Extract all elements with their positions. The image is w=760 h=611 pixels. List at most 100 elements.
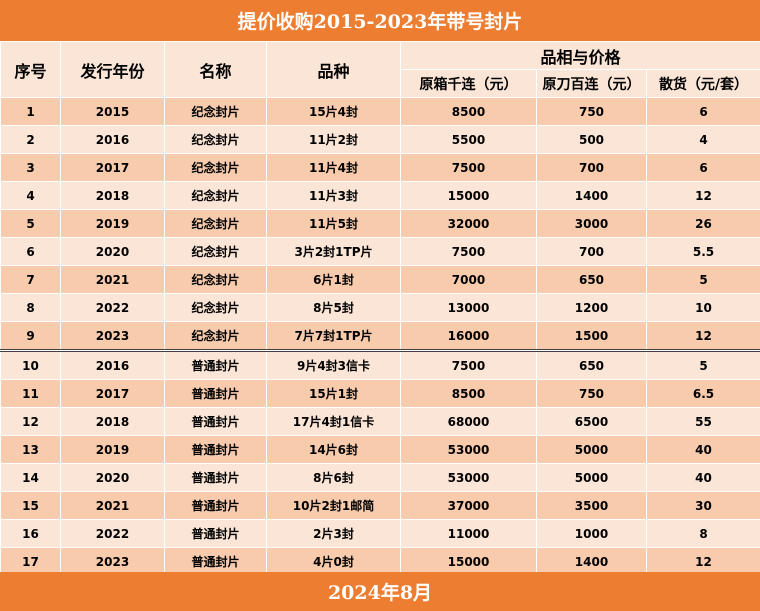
cell-knife-price: 5000 bbox=[536, 463, 647, 492]
cell-name: 纪念封片 bbox=[164, 209, 267, 238]
table-row: 2 2016 纪念封片 11片2封 5500 500 4 bbox=[0, 125, 760, 154]
cell-variety: 15片4封 bbox=[266, 97, 401, 126]
header-name: 名称 bbox=[164, 41, 267, 98]
cell-year: 2020 bbox=[60, 463, 165, 492]
cell-name: 纪念封片 bbox=[164, 321, 267, 351]
cell-index: 7 bbox=[0, 265, 61, 294]
table-row: 5 2019 纪念封片 11片5封 32000 3000 26 bbox=[0, 209, 760, 238]
cell-name: 纪念封片 bbox=[164, 125, 267, 154]
cell-knife-price: 3500 bbox=[536, 491, 647, 520]
cell-year: 2018 bbox=[60, 407, 165, 436]
cell-variety: 8片5封 bbox=[266, 293, 401, 322]
cell-index: 11 bbox=[0, 379, 61, 408]
cell-variety: 4片0封 bbox=[266, 547, 401, 576]
table-row: 14 2020 普通封片 8片6封 53000 5000 40 bbox=[0, 463, 760, 492]
cell-loose-price: 6 bbox=[645, 153, 760, 182]
cell-loose-price: 6.5 bbox=[645, 379, 760, 408]
header-index: 序号 bbox=[0, 41, 61, 98]
table-row: 12 2018 普通封片 17片4封1信卡 68000 6500 55 bbox=[0, 407, 760, 436]
cell-name: 纪念封片 bbox=[164, 293, 267, 322]
cell-year: 2016 bbox=[60, 349, 165, 380]
cell-loose-price: 4 bbox=[645, 125, 760, 154]
cell-index: 8 bbox=[0, 293, 61, 322]
cell-variety: 7片7封1TP片 bbox=[266, 321, 401, 351]
cell-loose-price: 6 bbox=[645, 97, 760, 126]
cell-knife-price: 700 bbox=[536, 153, 647, 182]
cell-index: 14 bbox=[0, 463, 61, 492]
cell-name: 普通封片 bbox=[164, 435, 267, 464]
cell-index: 12 bbox=[0, 407, 61, 436]
cell-year: 2021 bbox=[60, 491, 165, 520]
header-variety: 品种 bbox=[266, 41, 401, 98]
cell-loose-price: 26 bbox=[645, 209, 760, 238]
cell-loose-price: 12 bbox=[645, 321, 760, 351]
header-year: 发行年份 bbox=[60, 41, 165, 98]
cell-box-price: 53000 bbox=[400, 463, 537, 492]
cell-year: 2022 bbox=[60, 519, 165, 548]
cell-year: 2017 bbox=[60, 153, 165, 182]
table-row: 16 2022 普通封片 2片3封 11000 1000 8 bbox=[0, 519, 760, 548]
cell-knife-price: 650 bbox=[536, 349, 647, 380]
cell-variety: 11片2封 bbox=[266, 125, 401, 154]
cell-knife-price: 500 bbox=[536, 125, 647, 154]
cell-loose-price: 30 bbox=[645, 491, 760, 520]
cell-variety: 11片5封 bbox=[266, 209, 401, 238]
sheet-footer-date: 2024年8月 bbox=[0, 572, 760, 611]
cell-year: 2019 bbox=[60, 435, 165, 464]
cell-name: 纪念封片 bbox=[164, 153, 267, 182]
table-body: 1 2015 纪念封片 15片4封 8500 750 6 2 2016 纪念封片 11片2封 5500… bbox=[0, 97, 760, 576]
header-box-price: 原箱千连（元） bbox=[400, 69, 537, 98]
table-row: 17 2023 普通封片 4片0封 15000 1400 12 bbox=[0, 547, 760, 576]
header-knife-price: 原刀百连（元） bbox=[536, 69, 647, 98]
cell-year: 2017 bbox=[60, 379, 165, 408]
cell-name: 普通封片 bbox=[164, 463, 267, 492]
table-row: 6 2020 纪念封片 3片2封1TP片 7500 700 5.5 bbox=[0, 237, 760, 266]
cell-box-price: 13000 bbox=[400, 293, 537, 322]
cell-variety: 2片3封 bbox=[266, 519, 401, 548]
cell-knife-price: 5000 bbox=[536, 435, 647, 464]
cell-variety: 9片4封3信卡 bbox=[266, 349, 401, 380]
cell-box-price: 11000 bbox=[400, 519, 537, 548]
cell-loose-price: 5.5 bbox=[645, 237, 760, 266]
table-row: 1 2015 纪念封片 15片4封 8500 750 6 bbox=[0, 97, 760, 126]
cell-index: 2 bbox=[0, 125, 61, 154]
cell-variety: 11片3封 bbox=[266, 181, 401, 210]
cell-box-price: 8500 bbox=[400, 97, 537, 126]
table-row: 11 2017 普通封片 15片1封 8500 750 6.5 bbox=[0, 379, 760, 408]
cell-knife-price: 750 bbox=[536, 97, 647, 126]
cell-index: 5 bbox=[0, 209, 61, 238]
table-row: 9 2023 纪念封片 7片7封1TP片 16000 1500 12 bbox=[0, 321, 760, 351]
cell-index: 17 bbox=[0, 547, 61, 576]
cell-variety: 11片4封 bbox=[266, 153, 401, 182]
cell-loose-price: 5 bbox=[645, 349, 760, 380]
header-loose-price: 散货（元/套） bbox=[645, 69, 760, 98]
cell-year: 2016 bbox=[60, 125, 165, 154]
cell-variety: 8片6封 bbox=[266, 463, 401, 492]
cell-knife-price: 1400 bbox=[536, 547, 647, 576]
cell-name: 普通封片 bbox=[164, 519, 267, 548]
cell-box-price: 15000 bbox=[400, 181, 537, 210]
table-row: 13 2019 普通封片 14片6封 53000 5000 40 bbox=[0, 435, 760, 464]
cell-box-price: 37000 bbox=[400, 491, 537, 520]
cell-year: 2015 bbox=[60, 97, 165, 126]
cell-index: 13 bbox=[0, 435, 61, 464]
cell-year: 2020 bbox=[60, 237, 165, 266]
cell-index: 1 bbox=[0, 97, 61, 126]
table-row: 3 2017 纪念封片 11片4封 7500 700 6 bbox=[0, 153, 760, 182]
cell-knife-price: 750 bbox=[536, 379, 647, 408]
cell-loose-price: 12 bbox=[645, 547, 760, 576]
cell-variety: 10片2封1邮简 bbox=[266, 491, 401, 520]
cell-knife-price: 1500 bbox=[536, 321, 647, 351]
cell-knife-price: 1200 bbox=[536, 293, 647, 322]
cell-box-price: 7500 bbox=[400, 153, 537, 182]
cell-name: 普通封片 bbox=[164, 349, 267, 380]
cell-year: 2018 bbox=[60, 181, 165, 210]
cell-box-price: 7500 bbox=[400, 237, 537, 266]
cell-year: 2019 bbox=[60, 209, 165, 238]
sheet-title: 提价收购2015-2023年带号封片 bbox=[0, 0, 760, 41]
cell-index: 16 bbox=[0, 519, 61, 548]
cell-variety: 15片1封 bbox=[266, 379, 401, 408]
price-table: 序号 发行年份 名称 品种 品相与价格 原箱千连（元） 原刀百连（元） 散货（元… bbox=[0, 41, 760, 576]
cell-loose-price: 55 bbox=[645, 407, 760, 436]
